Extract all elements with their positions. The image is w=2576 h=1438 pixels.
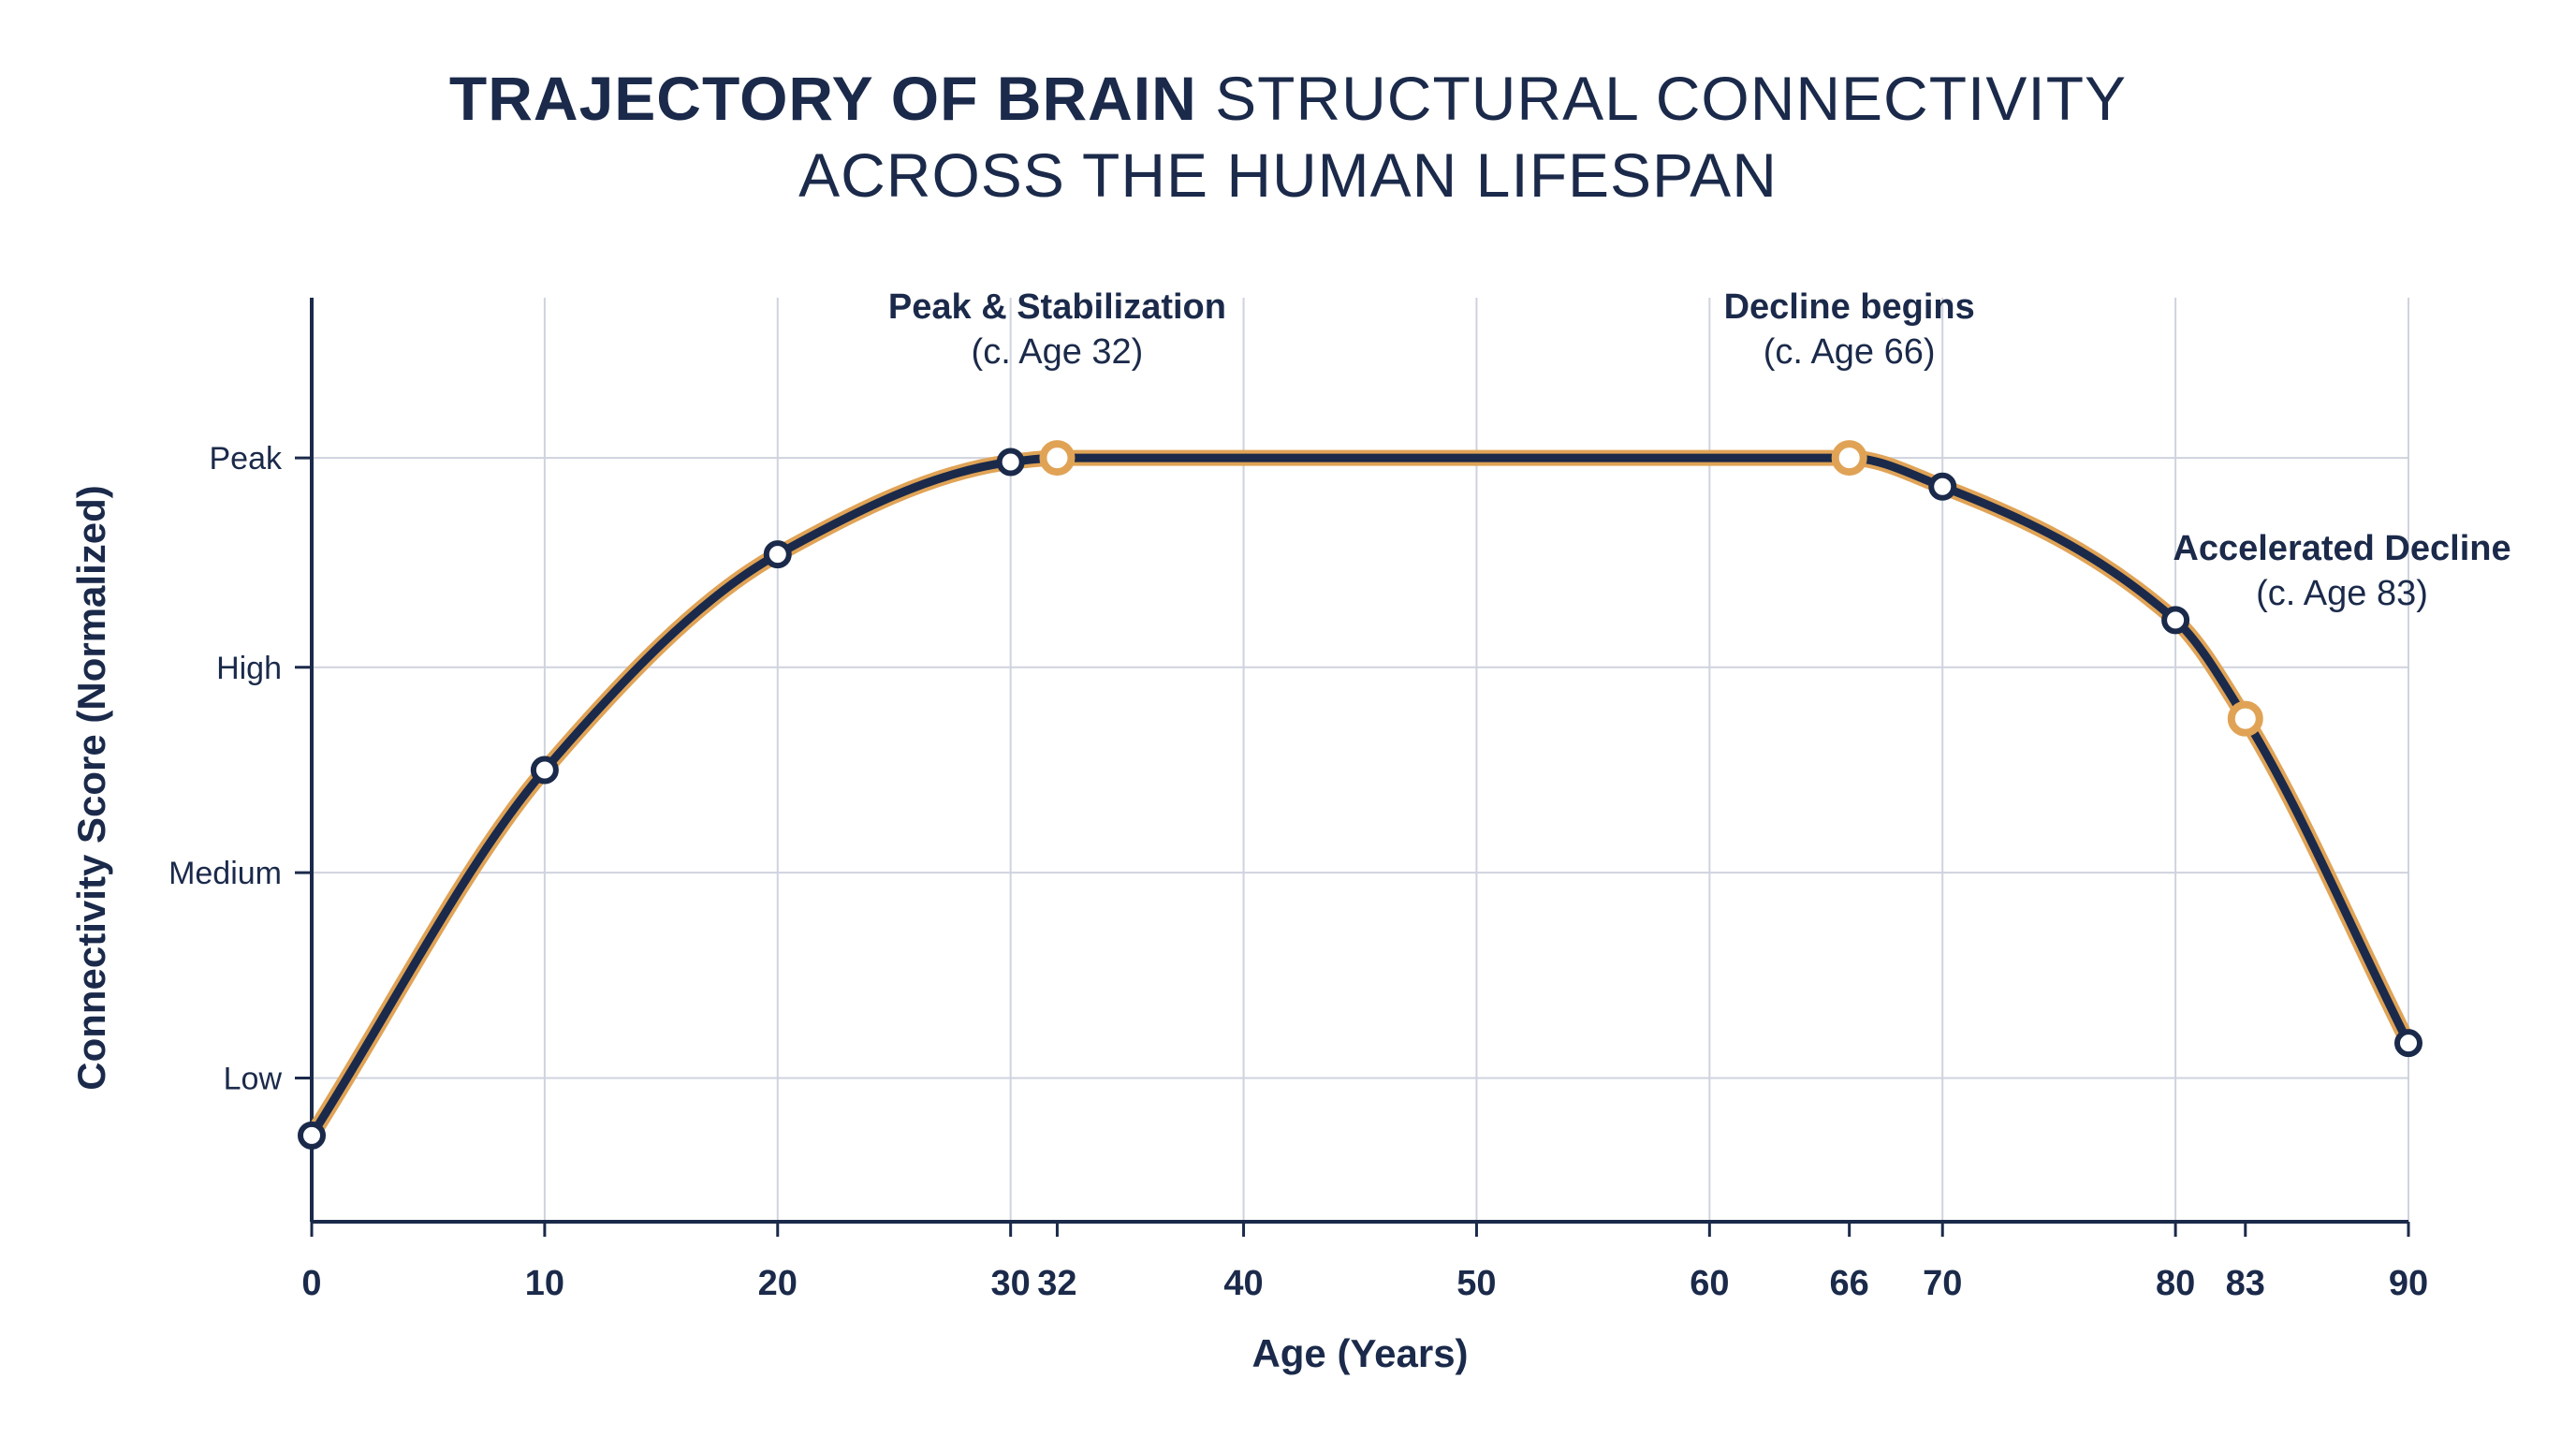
data-point-90 (2394, 1029, 2422, 1058)
data-point-0 (298, 1121, 326, 1150)
annotation-label: Peak & Stabilization (888, 287, 1226, 327)
y-tick-label: Peak (210, 441, 283, 477)
chart-title-line-2: ACROSS THE HUMAN LIFESPAN (798, 140, 1778, 210)
x-tick-label: 10 (525, 1264, 564, 1303)
x-tick-label: 60 (1690, 1264, 1729, 1303)
series-line-0 (307, 453, 2413, 1140)
y-tick-label: Low (224, 1061, 283, 1096)
y-tick-label: High (216, 651, 282, 686)
series (303, 449, 2417, 1144)
milestone-point-32 (1039, 440, 1076, 477)
x-tick-label: 80 (2156, 1264, 2195, 1303)
y-axis-title: Connectivity Score (Normalized) (69, 485, 113, 1090)
x-tick-label: 40 (1223, 1264, 1263, 1303)
chart-title-rest: STRUCTURAL CONNECTIVITY (1196, 64, 2128, 133)
chart-title: TRAJECTORY OF BRAIN STRUCTURAL CONNECTIV… (0, 60, 2576, 213)
x-tick-label: 20 (758, 1264, 798, 1303)
data-point-20 (763, 540, 792, 569)
milestone-point-66 (1831, 440, 1867, 477)
annotation-label: (c. Age 83) (2256, 574, 2428, 613)
x-tick-label: 50 (1456, 1264, 1496, 1303)
data-point-30 (996, 448, 1025, 477)
x-tick-label: 70 (1923, 1264, 1962, 1303)
annotation-label: Accelerated Decline (2173, 529, 2510, 568)
y-tick-label: Medium (168, 856, 282, 891)
x-tick-label: 90 (2389, 1264, 2428, 1303)
chart-title-bold: TRAJECTORY OF BRAIN (448, 64, 1197, 133)
data-point-70 (1928, 472, 1957, 501)
annotation-label: Decline begins (1724, 287, 1975, 327)
x-tick-label: 83 (2226, 1264, 2265, 1303)
annotation-label: (c. Age 66) (1764, 332, 1936, 372)
chart-title-line-1: TRAJECTORY OF BRAIN STRUCTURAL CONNECTIV… (0, 60, 2576, 137)
labels: Low Medium High Peak 0 10 20 30 32 40 50 60 66 70 80 83… (69, 287, 2511, 1375)
x-tick-label: 66 (1830, 1264, 1869, 1303)
milestone-point-83 (2227, 700, 2263, 737)
data-point-10 (530, 756, 559, 785)
x-tick-label: 30 (991, 1264, 1031, 1303)
x-tick-label: 32 (1037, 1264, 1076, 1303)
x-axis-title: Age (Years) (1251, 1331, 1468, 1375)
grid (312, 298, 2409, 1222)
markers (298, 440, 2422, 1150)
x-tick-label: 0 (301, 1264, 321, 1303)
axes (295, 298, 2410, 1237)
annotation-label: (c. Age 32) (972, 332, 1144, 372)
data-point-80 (2161, 606, 2190, 635)
